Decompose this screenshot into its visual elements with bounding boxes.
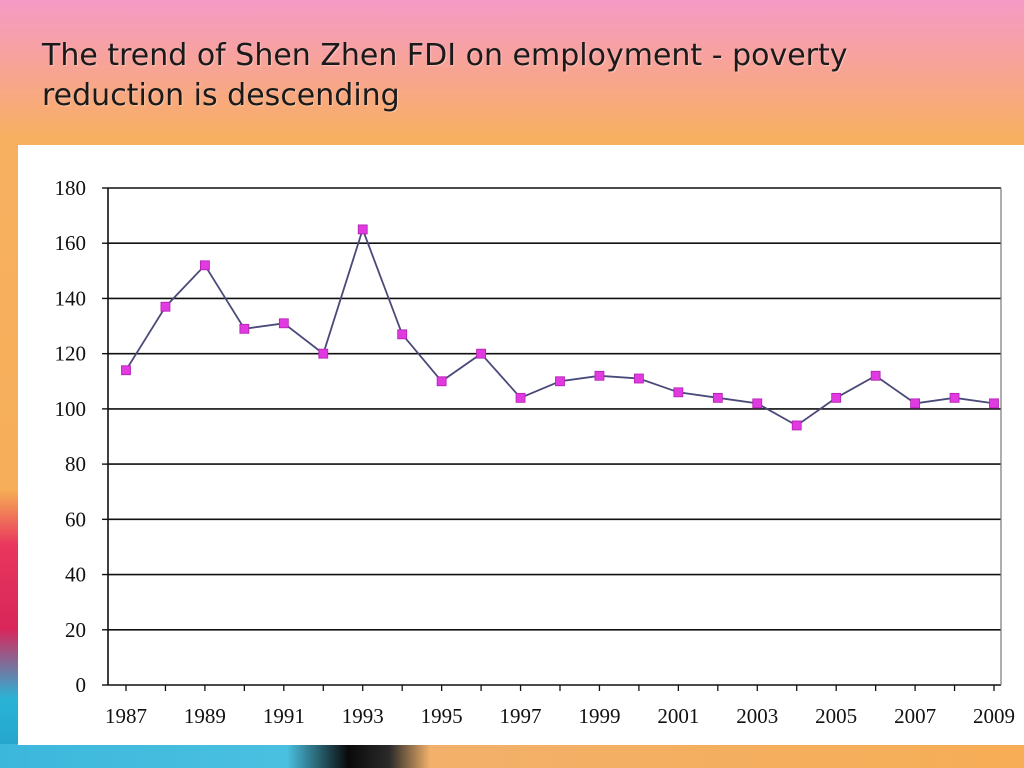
series-markers [121, 224, 999, 431]
x-tick-labels: 1987 1989 1991 1993 1995 1997 1999 2001 2003 2005… [105, 704, 1015, 728]
gridlines [108, 187, 1001, 631]
data-point [397, 329, 408, 340]
data-point [555, 376, 565, 387]
data-point [278, 318, 289, 329]
x-tick-label: 1995 [421, 704, 463, 728]
chart-panel: 0 20 40 60 80 100 120 140 160 180 1987 1989 1991 199… [18, 145, 1024, 745]
data-point [436, 376, 447, 387]
data-point [476, 348, 486, 359]
data-point [357, 224, 368, 235]
x-tick-label: 1989 [184, 704, 226, 728]
data-point [989, 398, 999, 409]
x-tick-label: 1991 [263, 704, 305, 728]
data-point [791, 420, 802, 431]
y-tick-label: 120 [55, 342, 87, 366]
x-tick-label: 1999 [578, 704, 620, 728]
x-tick-label: 1987 [105, 704, 147, 728]
data-point [318, 348, 329, 359]
data-point [634, 373, 644, 384]
y-tick-label: 80 [65, 452, 86, 476]
data-point [712, 392, 723, 403]
x-tick-label: 1997 [500, 704, 542, 728]
y-tick-label: 180 [55, 176, 87, 200]
y-tick-label: 100 [55, 397, 87, 421]
data-point [870, 370, 881, 381]
data-point [160, 301, 171, 312]
data-point [949, 392, 960, 403]
data-point [239, 323, 250, 334]
data-point [910, 398, 920, 409]
y-tick-label: 60 [65, 507, 86, 531]
slide-title: The trend of Shen Zhen FDI on employment… [42, 38, 848, 113]
bottom-decoration [0, 744, 1024, 768]
left-decoration [0, 490, 20, 768]
data-point [831, 392, 842, 403]
data-point [121, 365, 131, 376]
y-tick-label: 40 [65, 563, 86, 587]
line-chart: 0 20 40 60 80 100 120 140 160 180 1987 1989 1991 199… [55, 176, 1016, 728]
x-tick-label: 2001 [657, 704, 699, 728]
series-line-layer [125, 226, 995, 427]
y-tick-label: 140 [55, 286, 87, 310]
y-tick-label: 0 [76, 673, 87, 697]
data-point [752, 398, 763, 409]
x-tick-label: 2007 [894, 704, 936, 728]
series-line [125, 226, 995, 427]
data-point [673, 387, 684, 398]
x-tick-label: 2005 [815, 704, 857, 728]
x-tick-label: 1993 [342, 704, 384, 728]
y-tick-label: 20 [65, 618, 86, 642]
x-tick-label: 2003 [736, 704, 778, 728]
axes [102, 187, 1002, 691]
data-point [200, 260, 210, 271]
x-tick-label: 2009 [973, 704, 1015, 728]
data-point [594, 370, 605, 381]
data-point [515, 392, 526, 403]
y-tick-labels: 0 20 40 60 80 100 120 140 160 180 [55, 176, 87, 697]
y-tick-label: 160 [55, 231, 87, 255]
